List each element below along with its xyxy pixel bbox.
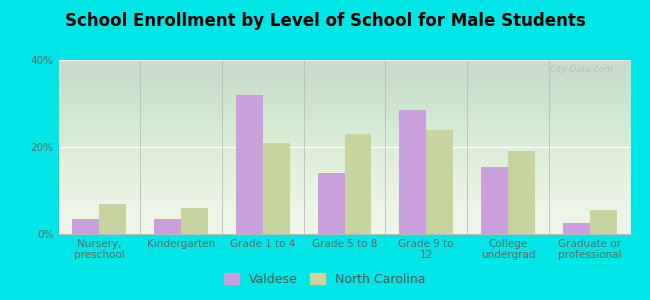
Bar — [508, 152, 535, 234]
Bar — [154, 219, 181, 234]
Bar — [318, 173, 344, 234]
Bar — [344, 134, 371, 234]
Bar — [72, 219, 99, 234]
Bar — [563, 223, 590, 234]
Bar — [399, 110, 426, 234]
Bar — [99, 203, 126, 234]
Bar — [481, 167, 508, 234]
Legend: Valdese, North Carolina: Valdese, North Carolina — [219, 268, 431, 291]
Bar — [590, 210, 617, 234]
Bar — [426, 130, 453, 234]
Text: City-Data.com: City-Data.com — [549, 65, 614, 74]
Bar — [181, 208, 208, 234]
Bar — [236, 95, 263, 234]
Text: School Enrollment by Level of School for Male Students: School Enrollment by Level of School for… — [64, 12, 586, 30]
Bar — [263, 143, 290, 234]
